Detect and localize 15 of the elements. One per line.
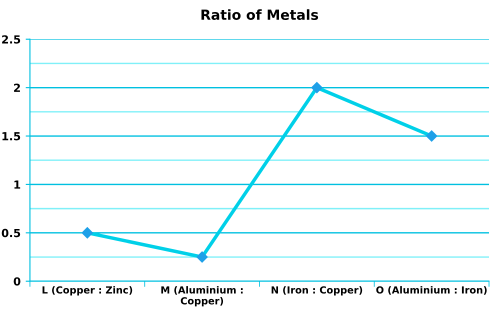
x-tick-label: M (Aluminium : Copper) xyxy=(161,286,243,306)
y-tick-label: 0.5 xyxy=(2,228,20,238)
chart-title: Ratio of Metals xyxy=(201,9,318,20)
x-tick-label: N (Iron : Copper) xyxy=(272,286,362,296)
point xyxy=(311,82,322,94)
y-tick-label: 1 xyxy=(14,180,20,189)
x-tick-label: O (Aluminium : Iron) xyxy=(376,286,487,295)
y-tick-label: 0 xyxy=(14,277,20,286)
point xyxy=(426,130,438,142)
point xyxy=(196,251,208,263)
point xyxy=(82,227,93,238)
y-tick-label: 2.5 xyxy=(2,35,20,44)
y-tick-label: 2 xyxy=(14,84,20,92)
y-tick-label: 1.5 xyxy=(2,132,20,140)
x-tick-label: L (Copper : Zinc) xyxy=(42,286,132,296)
